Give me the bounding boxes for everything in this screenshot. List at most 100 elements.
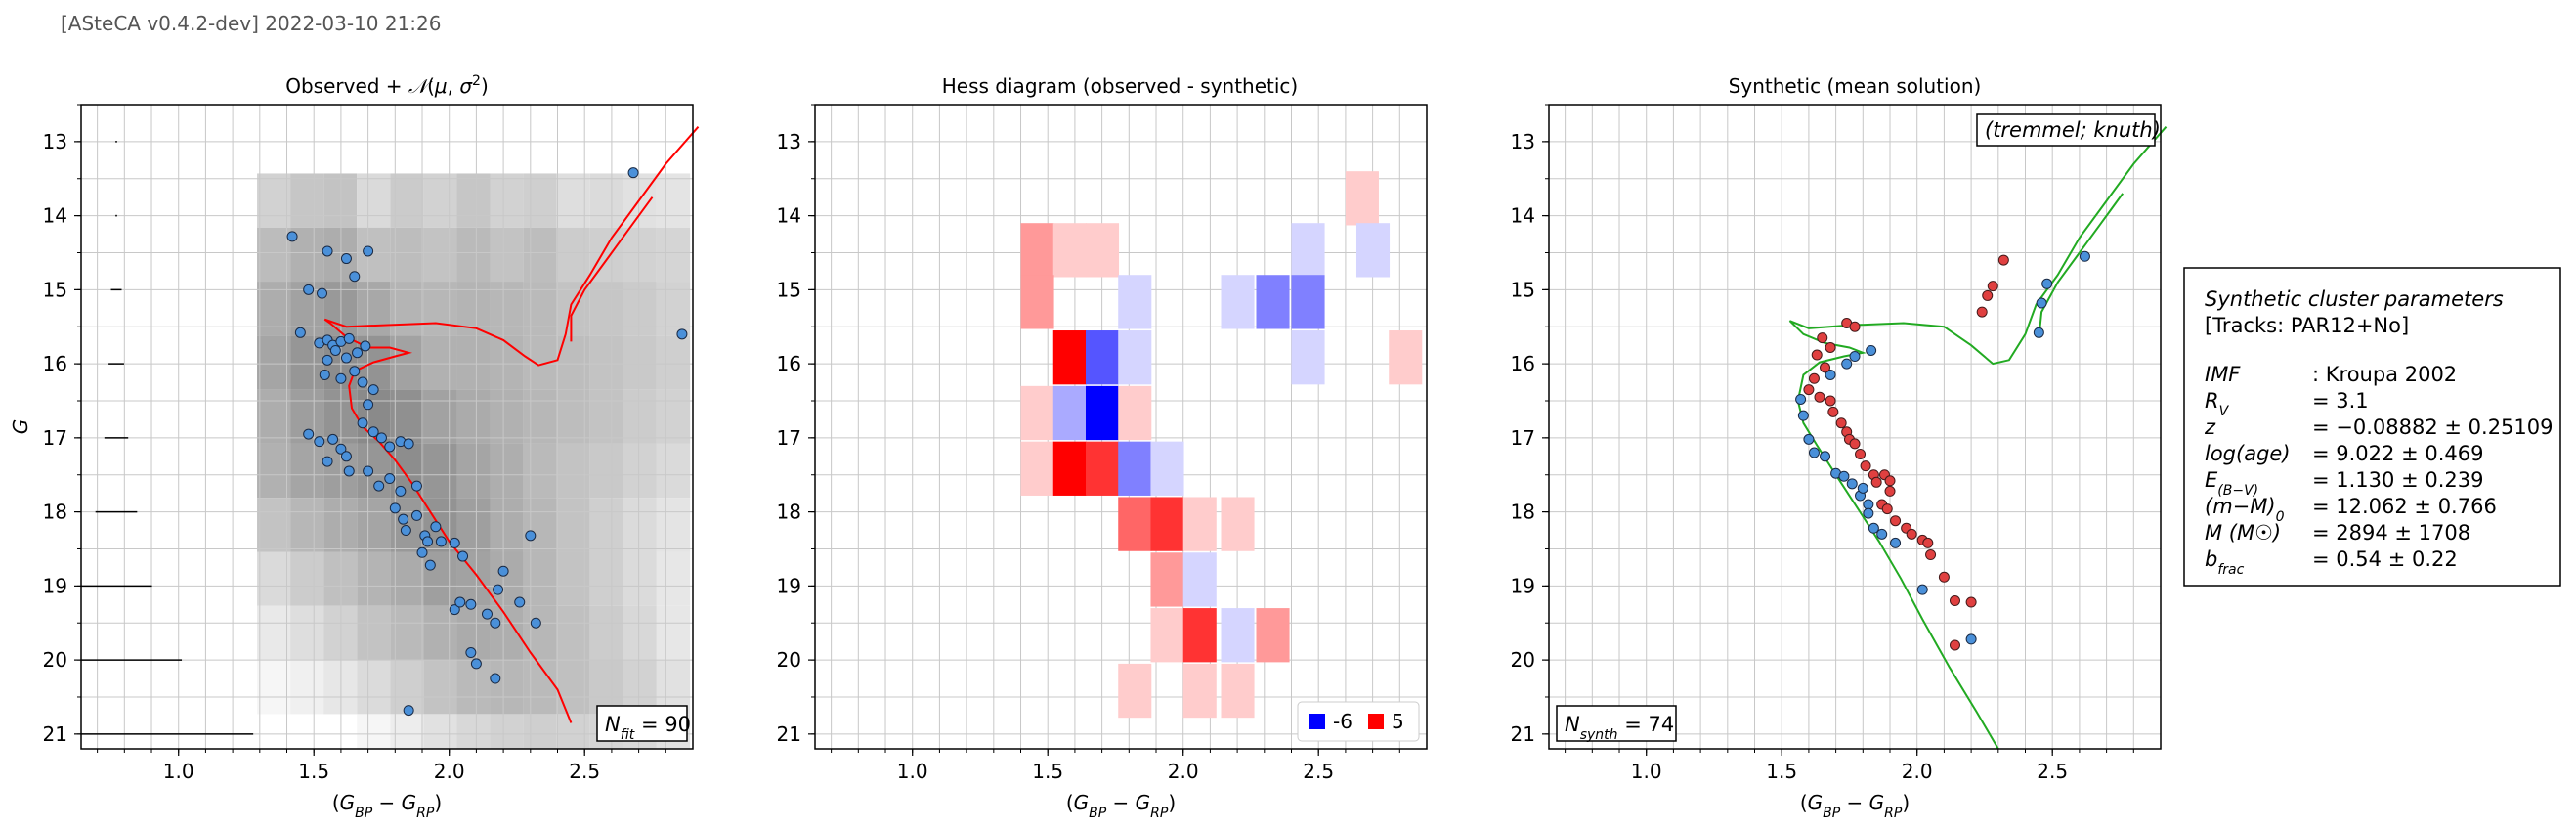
density-cell xyxy=(589,173,623,228)
density-cell xyxy=(456,443,491,499)
synth-ytick-label: 17 xyxy=(1511,426,1535,450)
synthetic-star-point-red xyxy=(1884,485,1896,497)
observed-star-point xyxy=(329,344,341,356)
hess-cell xyxy=(1150,441,1184,496)
synthetic-star-point-blue xyxy=(2041,278,2053,289)
parameter-name: RV xyxy=(2205,389,2230,419)
density-cell xyxy=(456,498,491,552)
density-cell xyxy=(456,173,491,228)
observed-star-point xyxy=(373,480,385,492)
hess-cell xyxy=(1020,223,1054,278)
observed-star-point xyxy=(627,167,639,179)
hess-cell xyxy=(1085,441,1120,496)
hess-cell xyxy=(1150,552,1184,607)
observed-star-point xyxy=(340,253,352,265)
density-cell xyxy=(490,443,524,499)
synthetic-star-point-red xyxy=(1965,596,1977,608)
observed-star-point xyxy=(357,417,368,429)
method-tag-box xyxy=(1976,113,2156,147)
hess-cell xyxy=(1052,330,1087,385)
hess-cell xyxy=(1291,275,1325,329)
synthetic-star-point-blue xyxy=(1849,351,1861,363)
synth-ytick-label: 21 xyxy=(1511,722,1535,746)
density-cell xyxy=(456,335,491,390)
density-cell xyxy=(423,660,457,715)
density-cell xyxy=(523,173,557,228)
density-cell xyxy=(623,551,657,606)
synthetic-star-point-blue xyxy=(1863,507,1874,519)
density-cell xyxy=(357,227,391,283)
density-cell xyxy=(390,660,424,715)
density-cell xyxy=(290,173,324,228)
density-cell xyxy=(257,335,291,390)
observed-star-point xyxy=(410,480,422,492)
hess-cell xyxy=(1020,385,1054,441)
synthetic-star-point-blue xyxy=(1916,584,1928,595)
hess-ytick-label: 19 xyxy=(777,574,801,597)
synthetic-star-point-red xyxy=(1881,503,1893,515)
density-cell xyxy=(523,443,557,499)
density-cell xyxy=(523,605,557,661)
synth-ytick-label: 13 xyxy=(1511,130,1535,153)
observed-star-point xyxy=(457,550,469,562)
parameter-value: = −0.08882 ± 0.25109 xyxy=(2312,415,2554,439)
synth-ytick-label: 16 xyxy=(1511,352,1535,375)
hess-cell xyxy=(1052,441,1087,496)
density-cell xyxy=(257,605,291,661)
density-cell xyxy=(490,660,524,715)
observed-star-point xyxy=(343,465,355,477)
parameter-name: M (M☉) xyxy=(2205,521,2281,545)
density-cell xyxy=(490,389,524,444)
isochrone-branch-line xyxy=(570,196,654,342)
density-cell xyxy=(423,335,457,390)
observed-star-point xyxy=(340,451,352,462)
density-cell xyxy=(656,335,691,390)
density-cell xyxy=(323,389,358,444)
synthetic-star-point-blue xyxy=(1876,528,1888,540)
density-cell xyxy=(390,551,424,606)
observed-star-point xyxy=(319,369,330,380)
obs-ytick-label: 17 xyxy=(43,426,67,450)
synth-plot-bg xyxy=(1549,105,2161,749)
density-cell xyxy=(490,551,524,606)
synth-xtick-label: 2.5 xyxy=(2037,760,2068,783)
synth-xtick-label: 1.5 xyxy=(1766,760,1797,783)
observed-star-point xyxy=(514,596,526,608)
observed-star-point xyxy=(384,473,396,485)
density-cell xyxy=(423,551,457,606)
observed-star-point xyxy=(454,596,466,608)
hess-cell xyxy=(1118,441,1152,496)
density-cell xyxy=(589,389,623,444)
observed-star-point xyxy=(497,565,509,577)
density-cell xyxy=(323,173,358,228)
synthetic-star-point-red xyxy=(1997,254,2009,266)
method-tag: (tremmel; knuth) xyxy=(1976,113,2161,147)
density-cell xyxy=(456,714,491,749)
synthetic-star-point-blue xyxy=(1808,447,1820,458)
density-cell xyxy=(257,443,291,499)
synthetic-star-point-red xyxy=(1820,362,1831,373)
density-cell xyxy=(357,443,391,499)
density-cell xyxy=(257,173,291,228)
density-cell xyxy=(656,660,691,715)
density-cell xyxy=(257,389,291,444)
parameter-value: = 0.54 ± 0.22 xyxy=(2312,547,2458,571)
hess-ytick-label: 21 xyxy=(777,722,801,746)
parameters-box: Synthetic cluster parameters [Tracks: PA… xyxy=(2183,267,2561,587)
hess-cell xyxy=(1256,608,1290,663)
density-cell xyxy=(656,498,691,552)
parameter-value: = 9.022 ± 0.469 xyxy=(2312,442,2483,465)
synthetic-star-point-red xyxy=(1949,595,1960,607)
synthetic-star-point-red xyxy=(1906,528,1917,540)
hess-cell xyxy=(1085,385,1120,441)
hess-cell xyxy=(1389,330,1423,385)
header-text: [ASteCA v0.4.2-dev] 2022-03-10 21:26 xyxy=(61,12,442,35)
obs-ylabel: G xyxy=(9,419,32,435)
density-cell xyxy=(623,660,657,715)
observed-star-point xyxy=(493,584,504,595)
observed-star-point xyxy=(398,513,409,525)
synthetic-star-point-red xyxy=(1890,515,1902,527)
parameter-value: = 2894 ± 1708 xyxy=(2312,521,2470,545)
observed-star-point xyxy=(367,426,379,438)
synthetic-star-point-blue xyxy=(2033,327,2044,338)
